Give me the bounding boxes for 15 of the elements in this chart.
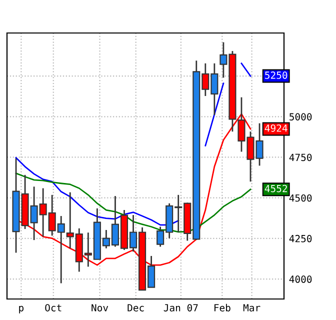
x-tick-label: Nov bbox=[92, 304, 108, 312]
data-label: 4552 bbox=[264, 184, 287, 192]
y-tick-label: 5000 bbox=[290, 113, 312, 120]
y-tick-label: 4750 bbox=[289, 154, 312, 162]
x-tick-label: Feb bbox=[214, 304, 230, 312]
y-tick-label: 4500 bbox=[289, 194, 312, 202]
data-label: 5250 bbox=[265, 72, 288, 79]
x-tick-label: Mar bbox=[243, 304, 260, 312]
data-label: 4924 bbox=[264, 124, 288, 132]
x-tick-label: Oct bbox=[45, 304, 62, 312]
x-tick-label: p bbox=[19, 306, 24, 314]
x-tick-label: Jan 07 bbox=[164, 304, 198, 312]
y-tick-label: 4250 bbox=[289, 234, 312, 242]
x-tick-label: Dec bbox=[128, 304, 144, 312]
y-tick-label: 4000 bbox=[289, 276, 312, 283]
